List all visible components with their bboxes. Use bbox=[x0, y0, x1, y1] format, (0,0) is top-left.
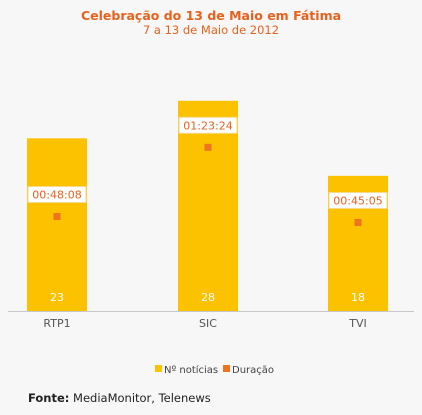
bar-noticias-sic bbox=[178, 100, 238, 311]
bar-value-label: 23 bbox=[50, 291, 64, 304]
plot-area: 23 RTP1 00:48:08 28 SIC 01:23:24 18 TVI 00:45:05 bbox=[8, 100, 414, 330]
chart-subtitle: 7 a 13 de Maio de 2012 bbox=[143, 23, 279, 37]
bar-value-label: 18 bbox=[351, 291, 365, 304]
duration-marker bbox=[204, 143, 212, 151]
x-tick-label: RTP1 bbox=[43, 317, 70, 330]
duration-label-box bbox=[178, 116, 238, 134]
duration-label-box bbox=[328, 192, 388, 210]
legend-label-duracao: Duração bbox=[232, 365, 274, 376]
chart-title: Celebração do 13 de Maio em Fátima bbox=[81, 8, 341, 23]
duration-label: 01:23:24 bbox=[183, 119, 232, 132]
duration-marker bbox=[354, 219, 362, 227]
source-note: Fonte: MediaMonitor, Telenews bbox=[28, 391, 211, 405]
legend-swatch-duracao bbox=[223, 365, 230, 372]
duration-label-box bbox=[27, 186, 87, 204]
x-tick-label: TVI bbox=[348, 317, 367, 330]
bar-noticias-rtp1 bbox=[27, 138, 87, 311]
duration-label: 00:48:08 bbox=[32, 189, 81, 202]
source-text: MediaMonitor, Telenews bbox=[73, 391, 211, 405]
legend: Nº notícias Duração bbox=[155, 364, 274, 376]
legend-label-noticias: Nº notícias bbox=[164, 364, 218, 376]
x-tick-label: SIC bbox=[199, 317, 217, 330]
duration-marker bbox=[53, 213, 61, 221]
bar-value-label: 28 bbox=[201, 291, 215, 304]
source-label: Fonte: bbox=[28, 391, 70, 405]
legend-swatch-noticias bbox=[155, 365, 162, 372]
duration-label: 00:45:05 bbox=[333, 195, 382, 208]
